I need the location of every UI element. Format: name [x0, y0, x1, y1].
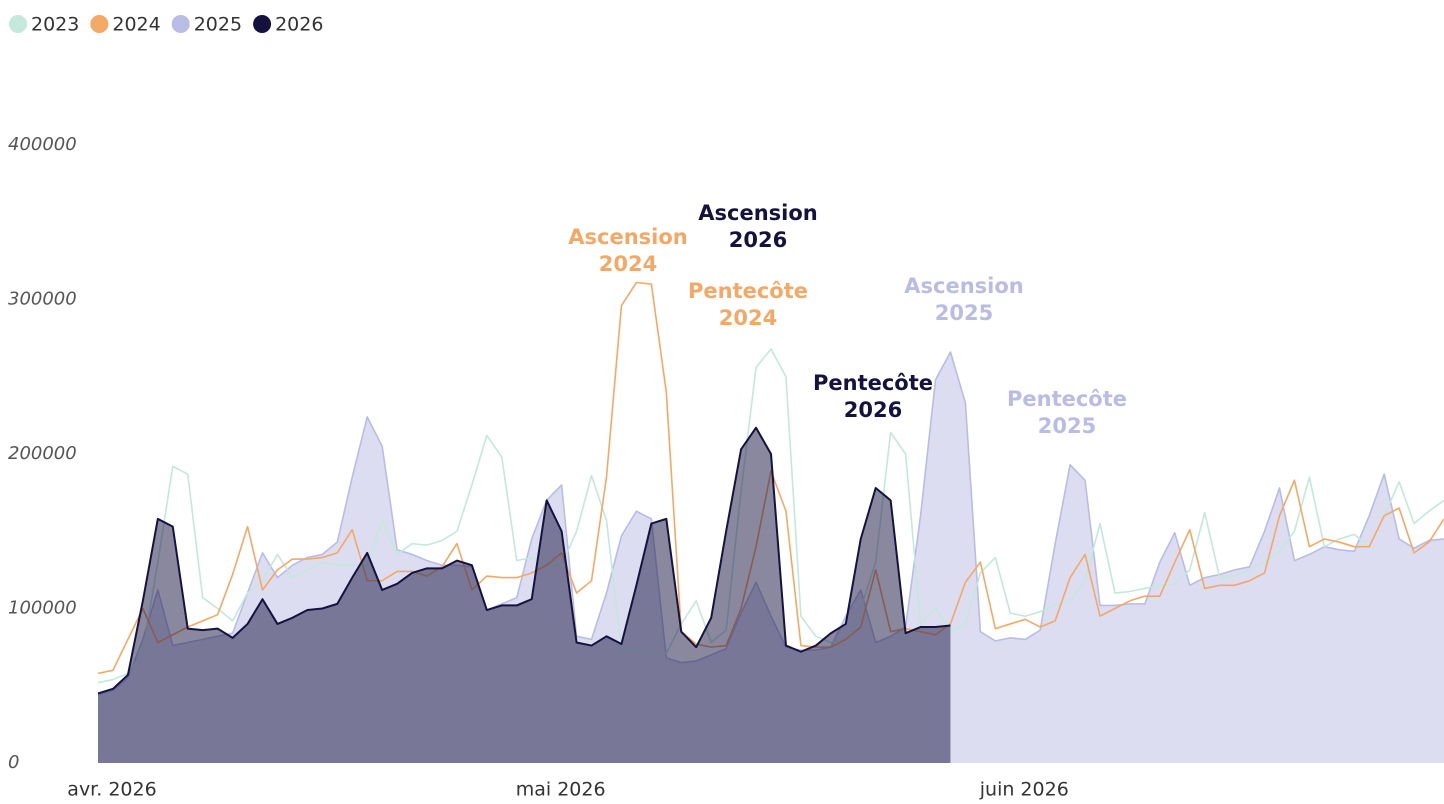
- annotation: Ascension: [904, 274, 1023, 298]
- annotation: 2026: [844, 398, 902, 422]
- annotation: Pentecôte: [813, 371, 933, 395]
- y-tick-label: 100000: [8, 598, 77, 619]
- legend-label: 2026: [275, 14, 323, 36]
- legend-swatch: [171, 15, 190, 33]
- area: [98, 427, 951, 763]
- legend-swatch: [9, 15, 27, 33]
- legend-swatch: [253, 15, 272, 33]
- line: [97, 348, 1444, 684]
- x-tick-label: juin 2026: [979, 779, 1069, 801]
- legend-label: 2025: [194, 14, 242, 36]
- annotation: 2025: [935, 301, 993, 325]
- y-tick-label: 400000: [8, 134, 77, 155]
- legend-label: 2024: [112, 14, 160, 36]
- y-tick-label: 0: [8, 752, 19, 773]
- y-tick-label: 300000: [8, 289, 77, 310]
- annotation: Ascension: [568, 225, 687, 249]
- x-tick-label: avr. 2026: [67, 779, 156, 801]
- annotation: Ascension: [698, 201, 817, 225]
- annotation: 2026: [729, 228, 787, 252]
- legend-label: 2023: [31, 14, 79, 36]
- annotation: 2025: [1038, 414, 1096, 438]
- x-tick-label: mai 2026: [516, 779, 606, 801]
- annotation: Pentecôte: [688, 279, 808, 303]
- annotation: 2024: [599, 252, 657, 276]
- legend-swatch: [90, 15, 109, 33]
- y-tick-label: 200000: [8, 443, 77, 464]
- annotation: 2024: [719, 306, 777, 330]
- annotation: Pentecôte: [1007, 387, 1127, 411]
- line: [97, 426, 951, 695]
